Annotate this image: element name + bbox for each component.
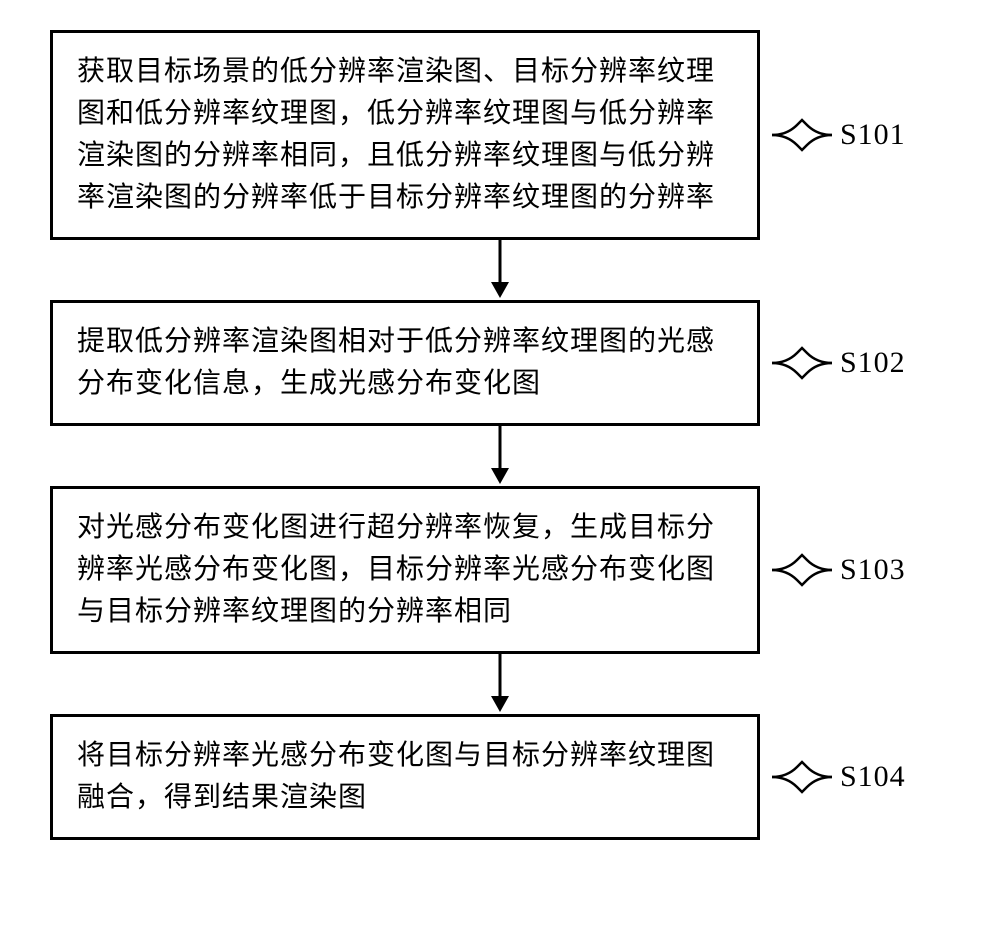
- step-box-2: 提取低分辨率渲染图相对于低分辨率纹理图的光感分布变化信息，生成光感分布变化图: [50, 300, 760, 426]
- connector-curve-1: [772, 115, 832, 155]
- step-label-4: S104: [840, 760, 906, 794]
- step-label-3: S103: [840, 553, 906, 587]
- step-row-1: 获取目标场景的低分辨率渲染图、目标分辨率纹理图和低分辨率纹理图，低分辨率纹理图与…: [50, 30, 950, 240]
- connector-curve-3: [772, 550, 832, 590]
- connector-curve-2: [772, 343, 832, 383]
- step-label-1: S101: [840, 118, 906, 152]
- step-label-2: S102: [840, 346, 906, 380]
- flowchart-container: 获取目标场景的低分辨率渲染图、目标分辨率纹理图和低分辨率纹理图，低分辨率纹理图与…: [50, 30, 950, 840]
- step-row-2: 提取低分辨率渲染图相对于低分辨率纹理图的光感分布变化信息，生成光感分布变化图 S…: [50, 300, 950, 426]
- step-label-area-1: S101: [772, 115, 906, 155]
- step-text-3: 对光感分布变化图进行超分辨率恢复，生成目标分辨率光感分布变化图，目标分辨率光感分…: [77, 512, 715, 627]
- step-box-3: 对光感分布变化图进行超分辨率恢复，生成目标分辨率光感分布变化图，目标分辨率光感分…: [50, 486, 760, 654]
- connector-curve-4: [772, 757, 832, 797]
- arrow-2: [145, 426, 855, 486]
- step-box-1: 获取目标场景的低分辨率渲染图、目标分辨率纹理图和低分辨率纹理图，低分辨率纹理图与…: [50, 30, 760, 240]
- arrow-3: [145, 654, 855, 714]
- step-label-area-2: S102: [772, 343, 906, 383]
- step-row-4: 将目标分辨率光感分布变化图与目标分辨率纹理图融合，得到结果渲染图 S104: [50, 714, 950, 840]
- step-text-2: 提取低分辨率渲染图相对于低分辨率纹理图的光感分布变化信息，生成光感分布变化图: [77, 326, 715, 399]
- step-text-1: 获取目标场景的低分辨率渲染图、目标分辨率纹理图和低分辨率纹理图，低分辨率纹理图与…: [77, 56, 715, 213]
- step-row-3: 对光感分布变化图进行超分辨率恢复，生成目标分辨率光感分布变化图，目标分辨率光感分…: [50, 486, 950, 654]
- step-label-area-4: S104: [772, 757, 906, 797]
- arrow-1: [145, 240, 855, 300]
- step-label-area-3: S103: [772, 550, 906, 590]
- step-text-4: 将目标分辨率光感分布变化图与目标分辨率纹理图融合，得到结果渲染图: [77, 740, 715, 813]
- step-box-4: 将目标分辨率光感分布变化图与目标分辨率纹理图融合，得到结果渲染图: [50, 714, 760, 840]
